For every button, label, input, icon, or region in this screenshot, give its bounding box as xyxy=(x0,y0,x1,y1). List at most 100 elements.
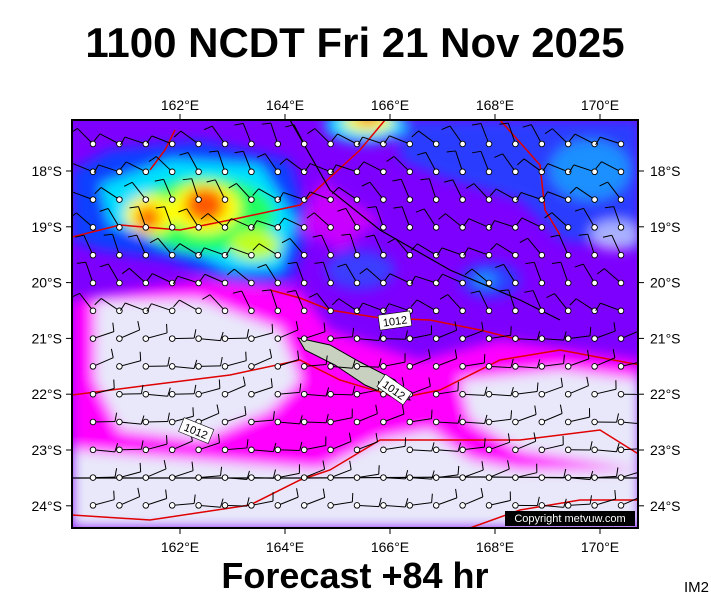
lat-label: 21°S xyxy=(650,330,681,346)
barb-station xyxy=(117,225,123,231)
barb-station xyxy=(249,169,255,175)
barb-station xyxy=(90,503,96,509)
barb-station xyxy=(513,364,519,370)
barb-station xyxy=(381,280,387,286)
barb-station xyxy=(539,280,545,286)
barb-station xyxy=(592,225,598,231)
barb-station xyxy=(381,447,387,453)
barb-station xyxy=(169,336,175,342)
barb-station xyxy=(407,169,413,175)
barb-station xyxy=(433,225,439,231)
barb-station xyxy=(249,308,255,314)
barb-station xyxy=(539,364,545,370)
barb-flag xyxy=(643,415,646,424)
barb-station xyxy=(433,169,439,175)
barb-station xyxy=(275,475,281,481)
lat-label: 24°S xyxy=(650,498,681,514)
barb-station xyxy=(592,475,598,481)
barb-station xyxy=(301,336,307,342)
lat-label: 22°S xyxy=(650,386,681,402)
barb-station xyxy=(592,447,598,453)
barb-staff xyxy=(304,422,326,423)
barb-station xyxy=(513,475,519,481)
barb-station xyxy=(328,503,334,509)
barb-station xyxy=(407,197,413,203)
barb-station xyxy=(222,141,228,147)
barb-flag xyxy=(167,324,168,333)
barb-station xyxy=(196,308,202,314)
barb-station xyxy=(275,141,281,147)
lat-label: 22°S xyxy=(31,386,62,402)
lon-label: 162°E xyxy=(161,97,199,113)
barb-flag xyxy=(114,380,115,389)
barb-station xyxy=(407,336,413,342)
barb-station xyxy=(328,197,334,203)
barb-station xyxy=(222,364,228,370)
barb-station xyxy=(486,391,492,397)
barb-flag xyxy=(219,380,220,389)
barb-station xyxy=(117,475,123,481)
barb-station xyxy=(275,364,281,370)
lat-label: 21°S xyxy=(31,330,62,346)
barb-station xyxy=(143,447,149,453)
barb-station xyxy=(565,336,571,342)
barb-station xyxy=(618,252,624,258)
barb-station xyxy=(592,169,598,175)
barb-staff xyxy=(357,366,379,367)
barb-station xyxy=(328,391,334,397)
title: 1100 NCDT Fri 21 Nov 2025 xyxy=(85,19,624,66)
barb-station xyxy=(117,503,123,509)
barb-station xyxy=(354,252,360,258)
barb-station xyxy=(486,419,492,425)
barb-staff xyxy=(331,394,353,395)
barb-station xyxy=(354,336,360,342)
barb-station xyxy=(539,141,545,147)
barb-station xyxy=(381,197,387,203)
barb-station xyxy=(513,225,519,231)
barb-station xyxy=(143,391,149,397)
barb-station xyxy=(433,308,439,314)
barb-station xyxy=(301,419,307,425)
barb-station xyxy=(169,475,175,481)
barb-station xyxy=(222,197,228,203)
lat-label: 19°S xyxy=(650,219,681,235)
barb-station xyxy=(565,391,571,397)
barb-station xyxy=(618,364,624,370)
barb-station xyxy=(196,336,202,342)
barb-flag xyxy=(272,324,273,333)
barb-station xyxy=(407,503,413,509)
barb-station xyxy=(301,280,307,286)
barb-station xyxy=(592,364,598,370)
barb-station xyxy=(143,364,149,370)
barb-station xyxy=(169,141,175,147)
barb-flag xyxy=(193,407,194,416)
barb-station xyxy=(354,364,360,370)
barb-station xyxy=(592,336,598,342)
barb-station xyxy=(460,141,466,147)
lon-label: 166°E xyxy=(371,97,409,113)
barb-station xyxy=(618,503,624,509)
barb-station xyxy=(90,197,96,203)
lat-label: 18°S xyxy=(31,163,62,179)
barb-station xyxy=(143,280,149,286)
barb-station xyxy=(196,364,202,370)
barb-station xyxy=(275,280,281,286)
barb-station xyxy=(196,475,202,481)
barb-flag xyxy=(643,440,644,449)
barb-station xyxy=(275,447,281,453)
barb-flag xyxy=(114,491,115,500)
barb-staff xyxy=(383,339,405,340)
barb-station xyxy=(222,475,228,481)
barb-flag xyxy=(246,352,247,361)
barb-station xyxy=(222,308,228,314)
barb-station xyxy=(407,252,413,258)
barb-station xyxy=(196,391,202,397)
barb-station xyxy=(222,169,228,175)
barb-station xyxy=(301,503,307,509)
barb-station xyxy=(486,141,492,147)
barb-station xyxy=(249,336,255,342)
barb-station xyxy=(222,503,228,509)
barb-station xyxy=(381,336,387,342)
barb-station xyxy=(169,308,175,314)
barb-station xyxy=(565,475,571,481)
